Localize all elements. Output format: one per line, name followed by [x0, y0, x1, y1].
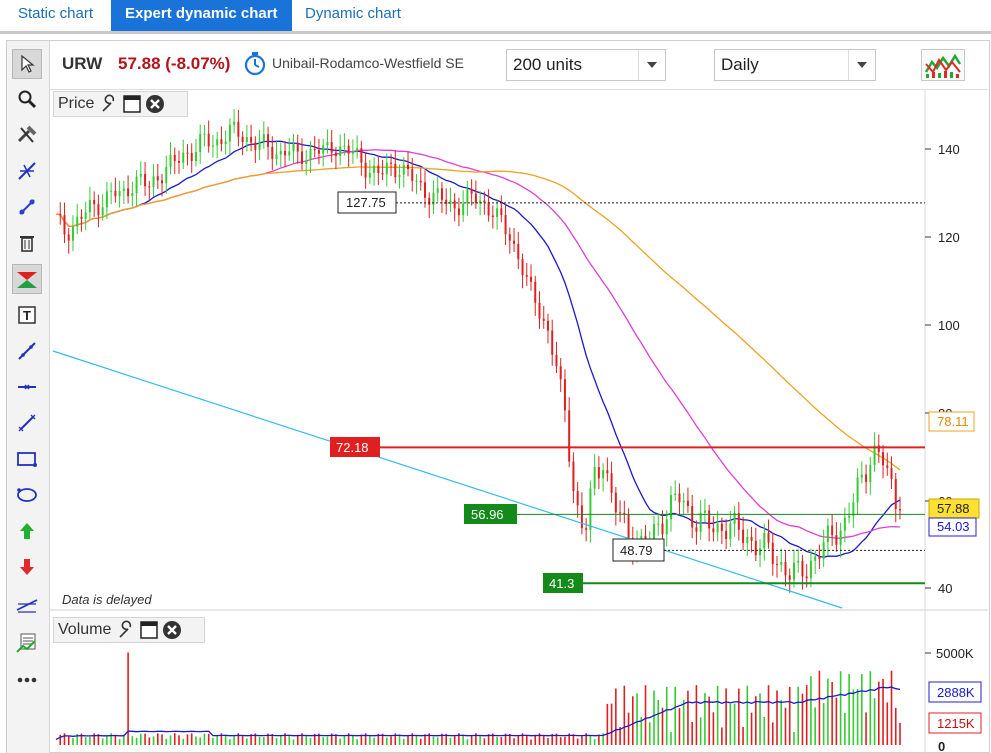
zoom-icon[interactable] [12, 84, 42, 114]
symbol-label: URW [62, 54, 103, 73]
arrow-cursor-icon[interactable] [12, 49, 42, 79]
realtime-timer-icon[interactable] [243, 51, 267, 82]
ellipse-icon[interactable] [12, 480, 42, 510]
segment-icon[interactable] [12, 408, 42, 438]
volume-pane-title: Volume [53, 617, 205, 643]
indicator-icon[interactable] [12, 628, 42, 658]
close-icon[interactable] [145, 94, 165, 114]
period-select[interactable]: Daily [714, 49, 876, 81]
candle-type-icon[interactable] [12, 264, 42, 294]
wrench-icon[interactable] [117, 620, 137, 640]
price-pane-title: Price [53, 91, 188, 117]
maximize-icon[interactable] [123, 95, 142, 113]
tab-static-chart[interactable]: Static chart [18, 5, 94, 22]
text-tool-icon[interactable]: T [12, 300, 42, 330]
wrench-icon[interactable] [100, 94, 120, 114]
horizontal-line-icon[interactable] [12, 372, 42, 402]
company-name: Unibail-Rodamco-Westfield SE [272, 55, 464, 71]
trendline-icon[interactable] [12, 336, 42, 366]
price-pane-label: Price [58, 95, 95, 112]
tab-dynamic-chart[interactable]: Dynamic chart [305, 5, 401, 22]
points-icon[interactable] [12, 192, 42, 222]
tab-expert-dynamic-chart[interactable]: Expert dynamic chart [111, 0, 292, 31]
rectangle-icon[interactable] [12, 444, 42, 474]
sell-arrow-icon[interactable] [12, 552, 42, 582]
maximize-icon[interactable] [140, 621, 159, 639]
chart-frame [6, 40, 990, 753]
units-select[interactable]: 200 units [506, 49, 666, 81]
svg-text:T: T [23, 308, 31, 323]
close-icon[interactable] [162, 620, 182, 640]
chevron-down-icon [638, 50, 665, 80]
volume-pane-label: Volume [58, 621, 112, 638]
crossline-icon[interactable] [12, 156, 42, 186]
tools-icon[interactable] [12, 120, 42, 150]
fibonacci-icon[interactable] [12, 590, 42, 620]
chart-mode-tabs: Static chart Expert dynamic chart Dynami… [0, 0, 991, 34]
price-change-label: 57.88 (-8.07%) [118, 54, 231, 73]
more-icon[interactable] [12, 665, 42, 695]
units-select-value: 200 units [513, 55, 582, 74]
period-select-value: Daily [721, 55, 759, 74]
chart-header: URW 57.88 (-8.07%) Unibail-Rodamco-Westf… [50, 41, 988, 90]
drawing-toolbar: T [7, 41, 50, 753]
indicators-button[interactable] [921, 49, 965, 81]
buy-arrow-icon[interactable] [12, 516, 42, 546]
trash-icon[interactable] [12, 228, 42, 258]
chevron-down-icon [848, 50, 875, 80]
